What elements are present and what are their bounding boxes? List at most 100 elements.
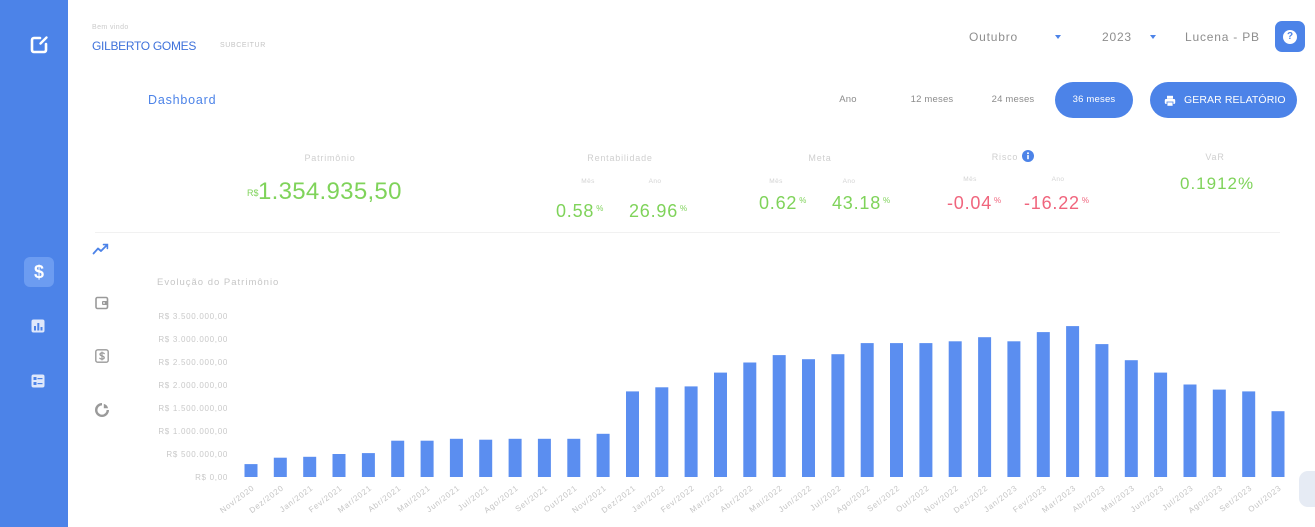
bar-jun-2021[interactable] (449, 438, 463, 477)
bar-ago-2022[interactable] (860, 343, 874, 477)
bar-nov-2022[interactable] (948, 341, 962, 477)
patrimonio-bar-chart: R$ 0,00 R$ 500.000,00 R$ 1.000.000,00 R$ 1.… (158, 312, 1285, 515)
bar-dez-2020[interactable] (273, 457, 287, 477)
caret-down-icon[interactable] (1055, 35, 1061, 39)
risco-year-label: Ano (1051, 176, 1065, 183)
bar-fev-2021[interactable] (332, 454, 346, 477)
bar-abr-2021[interactable] (391, 440, 405, 477)
bar-jan-2022[interactable] (655, 387, 669, 477)
y-tick-label: R$ 1.000.000,00 (158, 427, 228, 436)
risco-month-label: Mês (963, 176, 977, 183)
bar-jan-2023[interactable] (1007, 341, 1021, 477)
form-list-icon[interactable] (30, 373, 46, 389)
bar-jul-2023[interactable] (1183, 384, 1197, 478)
rentabilidade-year-value: 26.96% (629, 202, 687, 224)
bar-abr-2023[interactable] (1095, 344, 1109, 477)
period-tab-36-meses[interactable]: 36 meses (1055, 82, 1133, 118)
patrimonio-label: Patrimônio (304, 153, 356, 163)
rentabilidade-label: Rentabilidade (587, 153, 653, 163)
dollar-icon[interactable]: $ (24, 257, 54, 287)
user-name: GILBERTO GOMES (92, 39, 197, 53)
wallet-icon[interactable] (94, 295, 110, 311)
bar-chart-icon[interactable] (30, 318, 46, 334)
var-value: 0.1912% (1180, 174, 1255, 193)
user-organization: SUBCEITUR (220, 42, 266, 49)
bar-set-2022[interactable] (890, 343, 903, 477)
bar-dez-2022[interactable] (978, 337, 992, 477)
value-number: 0.58 (556, 201, 595, 221)
floating-widget[interactable] (1299, 471, 1315, 507)
rentabilidade-month-label: Mês (581, 178, 595, 185)
dollar-box-icon[interactable] (94, 348, 110, 364)
patrimonio-value: 1.354.935,50 (258, 178, 402, 205)
help-icon: ? (1283, 29, 1297, 44)
bar-out-2021[interactable] (567, 438, 581, 477)
bar-jul-2022[interactable] (831, 354, 845, 477)
sidebar: $ (0, 0, 68, 527)
bar-jun-2022[interactable] (802, 359, 815, 477)
generate-report-button[interactable]: GERAR RELATÓRIO (1150, 82, 1297, 118)
period-tab-12-meses[interactable]: 12 meses (910, 94, 954, 105)
edit-square-icon[interactable] (28, 34, 50, 56)
bar-fev-2022[interactable] (684, 386, 698, 477)
percent-unit: % (1081, 196, 1089, 205)
y-tick-label: R$ 1.500.000,00 (158, 404, 228, 413)
generate-report-label: GERAR RELATÓRIO (1184, 94, 1286, 106)
bar-out-2023[interactable] (1271, 411, 1285, 477)
printer-icon (1164, 94, 1176, 107)
bar-mar-2023[interactable] (1066, 326, 1080, 477)
welcome-text: Bem vindo (92, 24, 129, 31)
chart-title: Evolução do Patrimônio (157, 277, 280, 288)
bar-ago-2023[interactable] (1212, 389, 1226, 477)
bar-mar-2022[interactable] (714, 372, 727, 477)
value-number: -0.04 (947, 193, 993, 213)
caret-down-icon[interactable] (1150, 35, 1156, 39)
value-number: 26.96 (629, 201, 679, 221)
bar-ago-2021[interactable] (508, 438, 522, 477)
period-tab-ano[interactable]: Ano (839, 94, 857, 105)
meta-month-value: 0.62% (759, 194, 806, 216)
bar-mai-2022[interactable] (772, 355, 786, 477)
bar-abr-2022[interactable] (743, 362, 757, 478)
bar-mai-2021[interactable] (420, 440, 434, 477)
year-select[interactable]: 2023 (1102, 30, 1132, 44)
month-select[interactable]: Outubro (969, 30, 1018, 44)
rentabilidade-month-value: 0.58% (556, 202, 603, 224)
bar-jan-2021[interactable] (303, 456, 317, 477)
bar-jul-2021[interactable] (479, 439, 493, 477)
period-tab-24-meses[interactable]: 24 meses (991, 94, 1035, 105)
bar-dez-2021[interactable] (626, 391, 639, 477)
bar-mar-2021[interactable] (361, 453, 375, 477)
y-tick-label: R$ 3.500.000,00 (158, 312, 228, 321)
page-title[interactable]: Dashboard (148, 93, 217, 107)
bar-mai-2023[interactable] (1124, 360, 1138, 477)
percent-unit: % (596, 204, 604, 213)
info-icon[interactable] (1022, 149, 1034, 162)
value-number: 43.18 (832, 193, 882, 213)
patrimonio-currency: R$ (247, 188, 259, 198)
bar-nov-2020[interactable] (244, 464, 258, 477)
divider (95, 232, 1280, 233)
trend-line-icon[interactable] (92, 241, 110, 257)
y-tick-label: R$ 2.000.000,00 (158, 381, 228, 390)
bar-out-2022[interactable] (919, 343, 933, 477)
risco-label: Risco (991, 152, 1019, 162)
y-tick-label: R$ 500.000,00 (166, 450, 228, 459)
risco-month-value: -0.04% (947, 194, 1001, 216)
donut-chart-icon[interactable] (94, 402, 110, 418)
bar-fev-2023[interactable] (1036, 332, 1050, 477)
meta-label: Meta (808, 153, 832, 163)
bar-jun-2023[interactable] (1154, 372, 1168, 477)
percent-unit: % (994, 196, 1002, 205)
y-tick-label: R$ 2.500.000,00 (158, 358, 228, 367)
location-label: Lucena - PB (1185, 30, 1260, 44)
help-button[interactable]: ? (1275, 21, 1305, 52)
dollar-glyph: $ (33, 262, 44, 282)
bar-set-2023[interactable] (1242, 391, 1256, 477)
value-number: 0.62 (759, 193, 798, 213)
bar-set-2021[interactable] (537, 438, 551, 477)
risco-year-value: -16.22% (1024, 194, 1089, 216)
meta-month-label: Mês (769, 178, 783, 185)
bar-nov-2021[interactable] (596, 433, 610, 477)
value-number: -16.22 (1024, 193, 1080, 213)
